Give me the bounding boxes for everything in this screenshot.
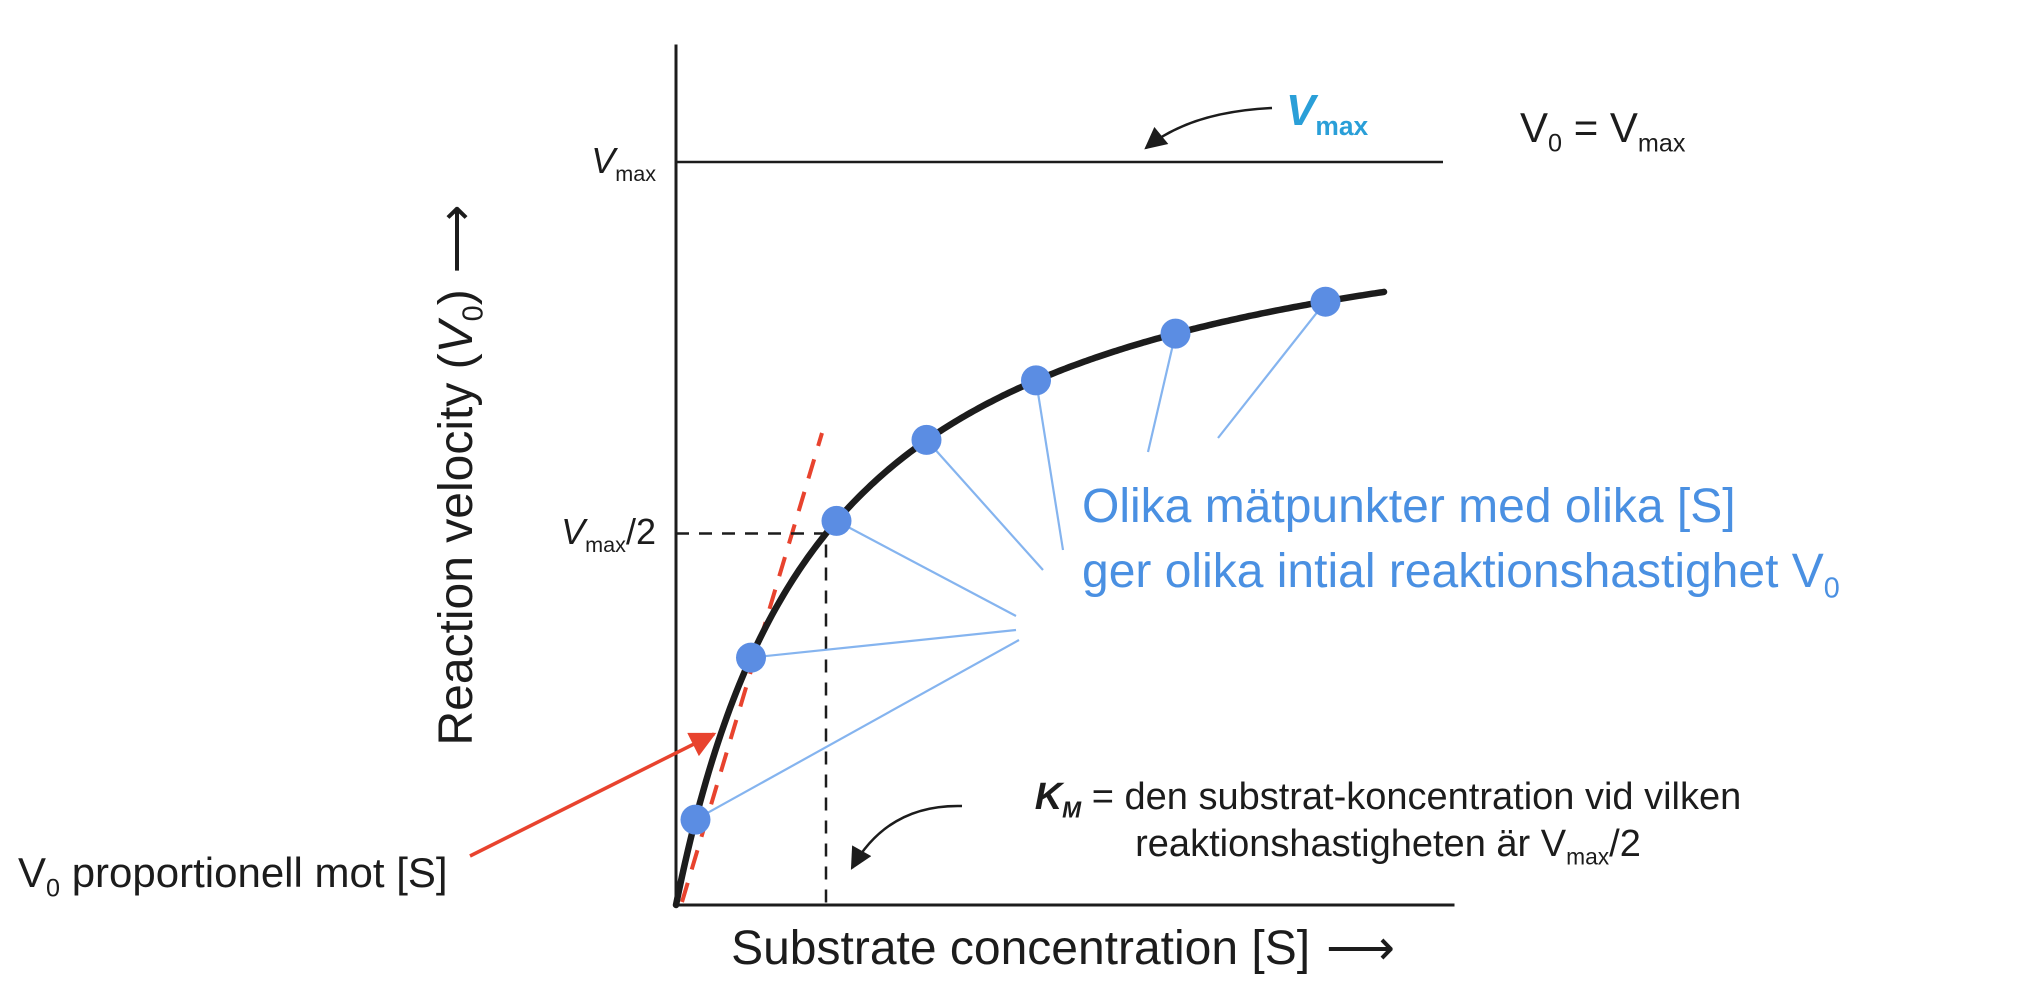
data-point: [1021, 365, 1051, 396]
point-connector-line: [750, 628, 1017, 659]
data-point: [1160, 318, 1191, 349]
x-axis-arrow-icon: ⟶: [1326, 922, 1395, 975]
y-axis-label: Reaction velocity (V0)⟶: [430, 204, 490, 746]
proportional-arrow: [469, 732, 717, 858]
km-definition-note: KM = den substrat-koncentration vid vilk…: [948, 774, 1828, 868]
data-points: [680, 286, 1341, 835]
point-connector-line: [1034, 380, 1065, 551]
km-pointer-arrow: [850, 804, 963, 870]
data-point: [821, 505, 852, 536]
x-axis-label-text: Substrate concentration [S]: [731, 922, 1311, 975]
measurement-note: Olika mätpunkter med olika [S] ger olika…: [1082, 474, 1840, 604]
data-point: [1310, 286, 1341, 317]
km-note-line2: reaktionshastigheten är Vmax/2: [1135, 823, 1641, 870]
measurement-note-line2: ger olika intial reaktionshastighet V0: [1082, 545, 1840, 605]
vmax-pointer-arrow: [1144, 106, 1273, 150]
point-connector-line: [835, 519, 1017, 617]
v0-equals-vmax-label: V0 = Vmax: [1520, 104, 1686, 158]
measurement-note-line1: Olika mätpunkter med olika [S]: [1082, 480, 1736, 533]
point-connector-line: [694, 639, 1020, 821]
km-note-line1: KM = den substrat-koncentration vid vilk…: [1034, 776, 1742, 823]
vmax-tick-label: Vmax: [591, 140, 656, 187]
y-axis-arrow-icon: ⟶: [430, 204, 483, 274]
half-vmax-tick-label: Vmax/2: [561, 511, 656, 558]
point-connector-lines: [694, 301, 1327, 821]
data-point: [911, 424, 942, 455]
v0-proportional-label: V0 proportionell mot [S]: [18, 849, 448, 903]
point-connector-line: [1217, 301, 1327, 439]
point-connector-line: [925, 439, 1044, 571]
vmax-curve-label: Vmax: [1286, 86, 1369, 141]
half-vmax-dashed-lines: [676, 532, 828, 905]
data-point: [736, 642, 766, 673]
point-connector-line: [1146, 333, 1177, 453]
data-point: [680, 804, 711, 835]
x-axis-label: Substrate concentration [S] ⟶: [731, 920, 1395, 976]
